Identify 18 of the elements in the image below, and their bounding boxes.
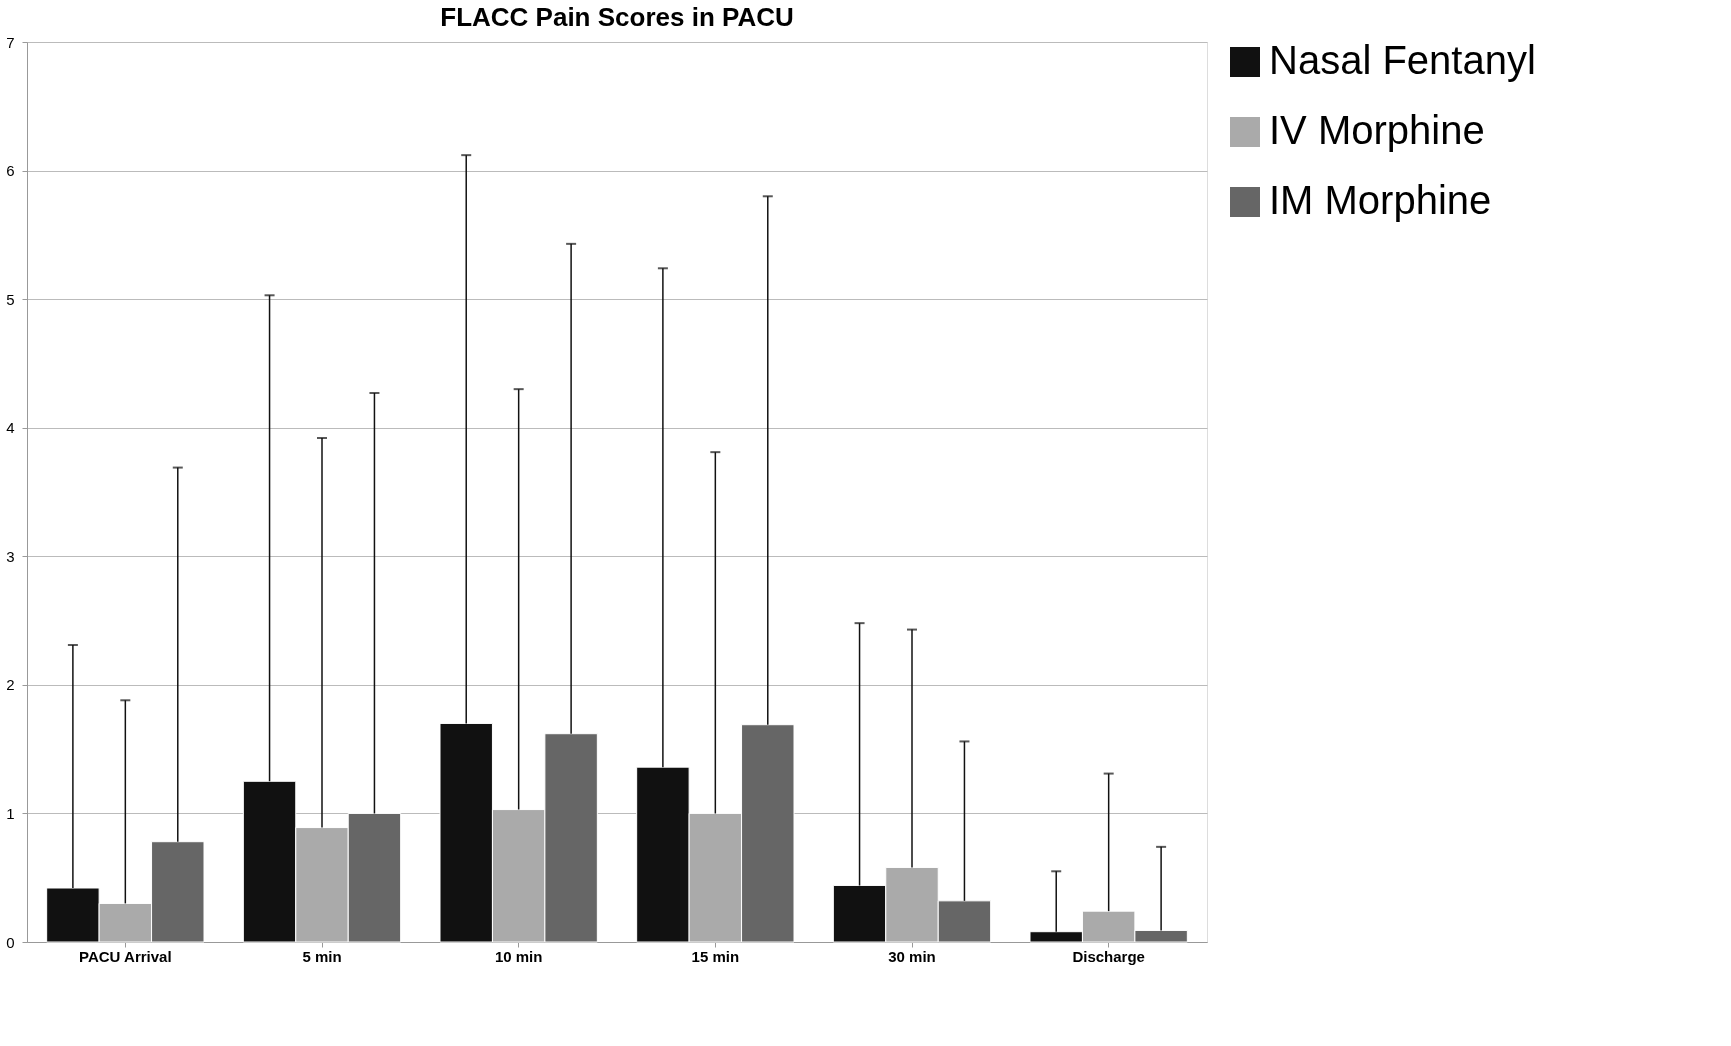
- x-tick-label: 30 min: [888, 947, 936, 965]
- x-tick-label: 15 min: [691, 947, 740, 965]
- y-tick-label: 0: [6, 933, 15, 951]
- x-tick-label: 5 min: [302, 947, 342, 965]
- x-tick-label: Discharge: [1072, 947, 1145, 965]
- y-tick-label: 7: [6, 33, 15, 51]
- x-tick-label: 10 min: [494, 947, 543, 965]
- y-tick-label: 5: [6, 290, 15, 308]
- chart-title: FLACC Pain Scores in PACU: [440, 2, 794, 32]
- y-tick-label: 4: [6, 419, 15, 437]
- y-tick-label: 6: [6, 162, 15, 180]
- y-tick-label: 2: [6, 676, 15, 694]
- legend-label: Nasal Fentanyl: [1269, 38, 1536, 82]
- legend-label: IV Morphine: [1269, 108, 1485, 152]
- y-tick-label: 1: [6, 804, 15, 822]
- y-tick-label: 3: [6, 547, 15, 565]
- legend-label: IM Morphine: [1269, 178, 1492, 222]
- x-tick-label: PACU Arrival: [79, 947, 172, 965]
